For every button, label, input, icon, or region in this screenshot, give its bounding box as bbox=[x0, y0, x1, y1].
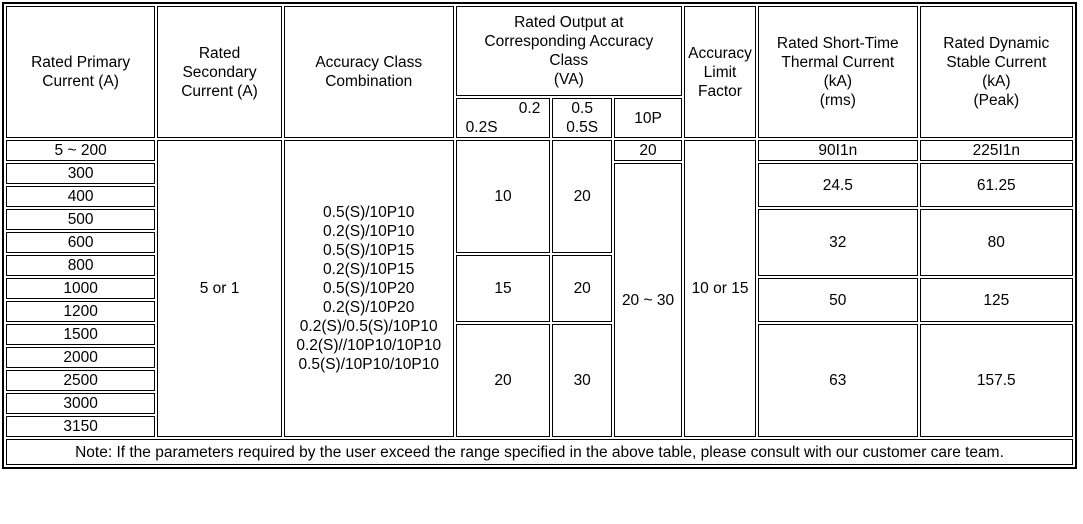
cell-va-0-5: 30 bbox=[552, 324, 613, 437]
table-row: 2000 bbox=[6, 347, 1073, 368]
cell-primary-current: 600 bbox=[6, 232, 156, 253]
table-row: 5 ~ 200 5 or 1 0.5(S)/10P10 0.2(S)/10P10… bbox=[6, 140, 1073, 437]
header-row-group: Rated Primary Current (A) Rated Secondar… bbox=[6, 6, 1073, 138]
cell-accuracy-limit-factor: 10 or 15 bbox=[683, 140, 757, 437]
cell-va-0-2: 15 bbox=[455, 255, 551, 322]
table-row: 1500 20 30 63 157.5 bbox=[6, 324, 1073, 437]
cell-accuracy-class-combination: 0.5(S)/10P10 0.2(S)/10P10 0.5(S)/10P15 0… bbox=[283, 140, 454, 437]
table-row: 500 32 80 bbox=[6, 209, 1073, 276]
cell-va-10p: 20 ~ 30 bbox=[614, 163, 682, 437]
table-row: 400 bbox=[6, 186, 1073, 207]
table-row: 1000 50 125 bbox=[6, 278, 1073, 322]
subheader-class-0-2s-bottom: 0.2S bbox=[465, 119, 498, 136]
header-row-sub: 0.2 0.2S 0.5 0.5S 10P bbox=[6, 98, 1073, 138]
cell-va-0-2: 10 bbox=[455, 140, 551, 253]
header-accuracy-limit-factor: Accuracy Limit Factor bbox=[683, 6, 757, 138]
header-rated-primary-current: Rated Primary Current (A) bbox=[6, 6, 156, 138]
cell-va-0-2: 20 bbox=[455, 324, 551, 437]
cell-thermal-current: 32 bbox=[758, 209, 918, 276]
cell-primary-current: 1200 bbox=[6, 301, 156, 322]
cell-primary-current: 800 bbox=[6, 255, 156, 276]
table-row: 800 15 20 bbox=[6, 255, 1073, 322]
table-row: 3000 bbox=[6, 393, 1073, 414]
cell-secondary-current: 5 or 1 bbox=[157, 140, 282, 437]
table-row: 3150 bbox=[6, 416, 1073, 437]
cell-primary-current: 3000 bbox=[6, 393, 156, 414]
table-row: 600 bbox=[6, 232, 1073, 253]
cell-thermal-current: 90I1n bbox=[758, 140, 918, 161]
ct-specification-table: Rated Primary Current (A) Rated Secondar… bbox=[2, 2, 1077, 469]
cell-dynamic-current: 225I1n bbox=[919, 140, 1073, 161]
note-row: Note: If the parameters required by the … bbox=[6, 439, 1073, 465]
cell-dynamic-current: 125 bbox=[919, 278, 1073, 322]
header-rated-output-group: Rated Output at Corresponding Accuracy C… bbox=[455, 6, 682, 96]
table-row: 2500 bbox=[6, 370, 1073, 391]
cell-thermal-current: 50 bbox=[758, 278, 918, 322]
cell-primary-current: 1000 bbox=[6, 278, 156, 299]
table-note: Note: If the parameters required by the … bbox=[6, 439, 1073, 465]
subheader-class-0-2-top: 0.2 bbox=[518, 100, 541, 117]
cell-dynamic-current: 61.25 bbox=[919, 163, 1073, 207]
cell-dynamic-current: 80 bbox=[919, 209, 1073, 276]
header-dynamic-stable-current: Rated Dynamic Stable Current (kA) (Peak) bbox=[919, 6, 1073, 138]
cell-primary-current: 5 ~ 200 bbox=[6, 140, 156, 161]
header-rated-secondary-current: Rated Secondary Current (A) bbox=[157, 6, 282, 138]
table-row: 1200 bbox=[6, 301, 1073, 322]
header-accuracy-class-combination: Accuracy Class Combination bbox=[283, 6, 454, 138]
subheader-class-0-2: 0.2 0.2S bbox=[455, 98, 551, 138]
cell-primary-current: 300 bbox=[6, 163, 156, 184]
cell-primary-current: 3150 bbox=[6, 416, 156, 437]
header-short-time-thermal-current: Rated Short-Time Thermal Current (kA) (r… bbox=[758, 6, 918, 138]
cell-primary-current: 2000 bbox=[6, 347, 156, 368]
cell-thermal-current: 63 bbox=[758, 324, 918, 437]
cell-primary-current: 400 bbox=[6, 186, 156, 207]
cell-thermal-current: 24.5 bbox=[758, 163, 918, 207]
cell-dynamic-current: 157.5 bbox=[919, 324, 1073, 437]
cell-va-0-5: 20 bbox=[552, 255, 613, 322]
cell-va-10p: 20 bbox=[614, 140, 682, 161]
cell-primary-current: 2500 bbox=[6, 370, 156, 391]
cell-primary-current: 1500 bbox=[6, 324, 156, 345]
subheader-class-10p: 10P bbox=[614, 98, 682, 138]
table-row: 300 20 ~ 30 24.5 61.25 bbox=[6, 163, 1073, 437]
cell-primary-current: 500 bbox=[6, 209, 156, 230]
cell-va-0-5: 20 bbox=[552, 140, 613, 253]
subheader-class-0-5: 0.5 0.5S bbox=[552, 98, 613, 138]
